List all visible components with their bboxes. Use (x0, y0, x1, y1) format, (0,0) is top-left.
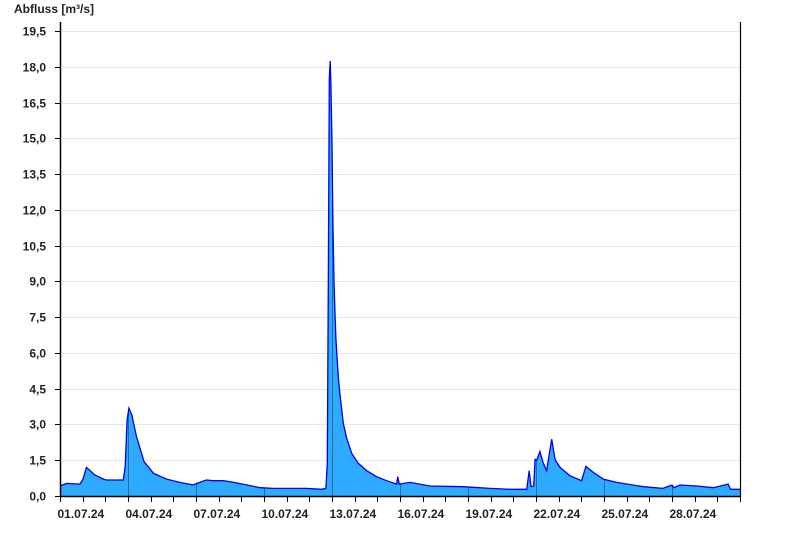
series (60, 31, 740, 496)
y-tick-label: 12,0 (23, 204, 47, 218)
y-tick-label: 3,0 (29, 418, 46, 432)
x-tick-label: 28.07.24 (670, 507, 717, 521)
y-tick-label: 18,0 (23, 61, 47, 75)
y-tick-label: 6,0 (29, 347, 46, 361)
discharge-line (60, 61, 740, 489)
x-tick-label: 19.07.24 (466, 507, 513, 521)
y-tick-label: 10,5 (23, 240, 47, 254)
y-tick-label: 16,5 (23, 97, 47, 111)
y-tick-label: 7,5 (29, 311, 46, 325)
x-tick-label: 25.07.24 (602, 507, 649, 521)
x-tick-label: 07.07.24 (194, 507, 241, 521)
y-tick-label: 4,5 (29, 383, 46, 397)
y-tick-label: 1,5 (29, 454, 46, 468)
discharge-area (60, 61, 740, 496)
x-tick-label: 10.07.24 (262, 507, 309, 521)
x-tick-label: 01.07.24 (58, 507, 105, 521)
x-tick-label: 13.07.24 (330, 507, 377, 521)
x-tick-label: 04.07.24 (126, 507, 173, 521)
y-axis-title: Abfluss [m³/s] (14, 2, 94, 16)
x-tick-label: 16.07.24 (398, 507, 445, 521)
y-tick-label: 13,5 (23, 168, 47, 182)
y-tick-label: 9,0 (29, 275, 46, 289)
x-tick-label: 22.07.24 (534, 507, 581, 521)
y-tick-label: 15,0 (23, 132, 47, 146)
y-tick-label: 19,5 (23, 25, 47, 39)
grid (60, 32, 740, 461)
y-tick-label: 0,0 (29, 490, 46, 504)
